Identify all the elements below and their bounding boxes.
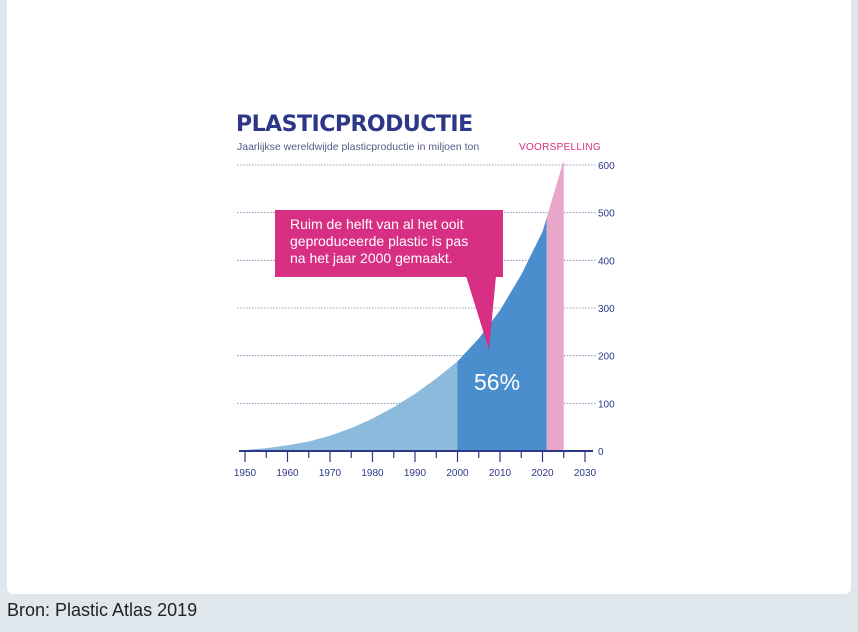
chart-subtitle: Jaarlijkse wereldwijde plasticproductie … [237, 141, 479, 153]
source-caption: Bron: Plastic Atlas 2019 [7, 600, 198, 620]
forecast-label: VOORSPELLING [519, 142, 601, 153]
axes [239, 450, 593, 462]
y-tick-label: 100 [598, 399, 615, 410]
callout-line-3: na het jaar 2000 gemaakt. [290, 250, 453, 266]
chart-card [7, 0, 851, 594]
x-tick-label: 2020 [531, 468, 554, 479]
callout-pointer [466, 276, 496, 350]
callout-line-1: Ruim de helft van al het ooit [290, 216, 464, 232]
x-tick-label: 2030 [574, 468, 597, 479]
x-tick-label: 1950 [234, 468, 257, 479]
callout: Ruim de helft van al het ooit geproducee… [275, 210, 503, 350]
share-label: 56% [474, 369, 520, 395]
area-segments [245, 160, 564, 452]
area-segment-3 [546, 160, 564, 452]
x-tick-label: 2010 [489, 468, 512, 479]
callout-box [275, 210, 503, 277]
y-tick-label: 0 [598, 447, 604, 458]
x-tick-label: 1970 [319, 468, 342, 479]
x-tick-label: 1990 [404, 468, 427, 479]
area-segment-1 [245, 361, 458, 451]
y-tick-label: 200 [598, 352, 615, 363]
y-tick-label: 600 [598, 161, 615, 172]
y-tick-label: 300 [598, 304, 615, 315]
x-tick-label: 1960 [276, 468, 299, 479]
area-segment-2 [457, 217, 547, 451]
x-tick-label: 2000 [446, 468, 469, 479]
chart-title: PLASTICPRODUCTIE [236, 112, 473, 137]
y-tick-label: 500 [598, 209, 615, 220]
y-tick-label: 400 [598, 256, 615, 267]
callout-line-2: geproduceerde plastic is pas [290, 233, 468, 249]
tick-labels: 0 100 200 300 400 500 600 1950 1960 1970 1980 1990 2… [234, 161, 615, 479]
x-tick-label: 1980 [361, 468, 384, 479]
